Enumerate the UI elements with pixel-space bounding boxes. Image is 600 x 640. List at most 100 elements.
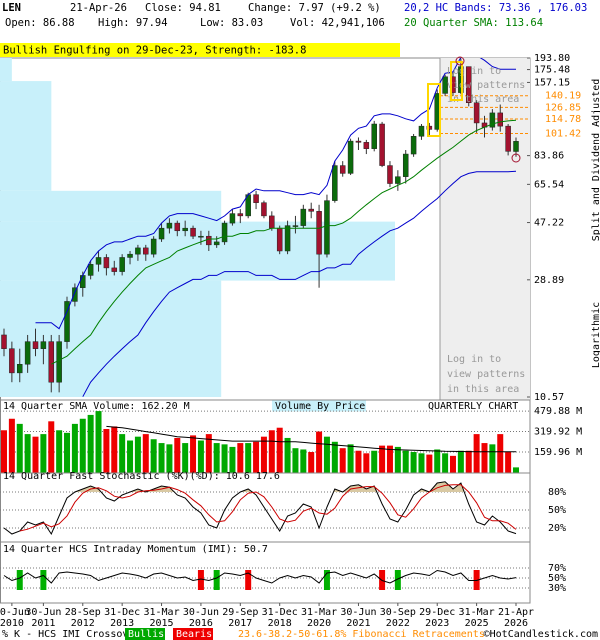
candle-body xyxy=(166,222,173,229)
candle-body xyxy=(182,227,188,232)
x-tick-year: 2012 xyxy=(71,618,95,629)
volume-bar xyxy=(205,434,212,473)
volume-bar xyxy=(174,437,181,473)
bands: 20,2 HC Bands: 73.36 , 176.03 xyxy=(404,2,587,14)
volume-bar xyxy=(221,444,228,473)
y-tick-label: 70% xyxy=(548,563,566,574)
volume-bar xyxy=(48,421,55,473)
volume-bar xyxy=(410,452,417,473)
volume-bar xyxy=(103,428,110,473)
volume-bar xyxy=(339,448,346,473)
y-tick-label: 83.86 xyxy=(534,151,564,162)
volume-bar xyxy=(355,450,362,473)
volume-bar xyxy=(245,443,252,473)
volume-by-price-bar xyxy=(0,280,222,397)
vbp-label-bg xyxy=(272,400,366,412)
pattern-area xyxy=(440,58,530,400)
candle-body xyxy=(355,140,362,143)
x-tick-label: 31-Dec xyxy=(104,607,140,618)
y-tick-label: 47.22 xyxy=(534,218,564,229)
x-tick-year: 2011 xyxy=(31,618,55,629)
candle-body xyxy=(213,241,220,246)
crossover-marker xyxy=(16,570,23,590)
pattern-marker xyxy=(511,153,521,163)
volume-bar xyxy=(197,440,204,473)
volume-bar xyxy=(442,453,449,473)
x-tick-label: 30-Jun xyxy=(0,607,30,618)
candle-body xyxy=(48,341,55,383)
x-tick-label: 31-Mar xyxy=(301,607,337,618)
candle-body xyxy=(1,334,7,349)
y-tick-label: 193.80 xyxy=(534,53,570,64)
y-tick-label: 65.54 xyxy=(534,179,564,190)
pattern-marker xyxy=(455,56,465,66)
volume-bar xyxy=(142,434,149,473)
y-tick-label: 30% xyxy=(548,583,566,594)
watermark: in this area xyxy=(447,94,519,105)
candle-body xyxy=(371,123,377,149)
bearish-label: Bearish xyxy=(176,629,218,640)
volume-bar xyxy=(16,423,23,473)
candle-body xyxy=(300,208,307,226)
volume-bar xyxy=(64,432,71,473)
pattern-box xyxy=(0,43,400,57)
volume-bar xyxy=(371,450,378,473)
x-tick-label: 29-Dec xyxy=(419,607,455,618)
candle-body xyxy=(332,165,338,201)
volume-bar xyxy=(127,440,134,473)
volume-bar xyxy=(213,443,220,473)
candle-body xyxy=(465,66,472,104)
volume-bar xyxy=(71,423,78,473)
volume-bar xyxy=(473,434,480,473)
y-tick-label: 479.88 M xyxy=(534,406,582,417)
volume-bar xyxy=(331,441,338,473)
crossover-marker xyxy=(197,570,204,590)
candle-body xyxy=(505,125,511,152)
crossover-marker xyxy=(245,570,252,590)
candle-body xyxy=(418,125,425,137)
bullish-label: Bullish xyxy=(128,629,170,640)
vbp-label: Volume By Price xyxy=(275,401,365,412)
copyright: ©HotCandlestick.com xyxy=(484,629,598,640)
candle-body xyxy=(174,222,181,232)
volume-bar xyxy=(449,455,456,473)
volume-bar xyxy=(418,453,425,473)
x-tick-year: 2020 xyxy=(307,618,331,629)
volume-bar xyxy=(87,414,94,473)
volume-bar xyxy=(190,435,197,473)
volume-bar xyxy=(79,418,86,473)
candle-body xyxy=(261,202,267,217)
date: 21-Apr-26 xyxy=(70,2,127,14)
x-tick-label: 30-Jun xyxy=(25,607,61,618)
volume-bar xyxy=(323,436,330,473)
bearish-swatch xyxy=(173,628,213,640)
volume-bar xyxy=(316,431,323,473)
candle-body xyxy=(339,165,346,174)
fib-label: 101.42 xyxy=(545,128,581,139)
volume-bar xyxy=(284,437,291,473)
volume-bar xyxy=(1,430,7,473)
candle-body xyxy=(80,275,86,288)
x-tick-label: 30-Jun xyxy=(340,607,376,618)
volume-bar xyxy=(260,436,267,473)
candle-body xyxy=(324,200,330,255)
volume-by-price-bar xyxy=(0,190,222,222)
volume-bar xyxy=(229,446,236,473)
volume-bar xyxy=(24,434,31,473)
candle-body xyxy=(95,257,102,265)
candle-body xyxy=(127,253,133,258)
crossover-marker xyxy=(213,570,220,590)
y-tick-label: 157.15 xyxy=(534,77,570,88)
candle-body xyxy=(489,112,496,128)
line xyxy=(3,569,517,584)
y-tick-label: 10.57 xyxy=(534,392,564,403)
candle-body xyxy=(40,341,47,349)
volume-by-price-bar xyxy=(0,221,395,281)
pattern: Bullish Engulfing on 29-Dec-23, Strength… xyxy=(3,45,306,57)
volume-bar xyxy=(276,427,283,473)
candle-body xyxy=(458,66,464,93)
candle-body xyxy=(119,257,125,272)
candle-body xyxy=(253,194,259,203)
volume-bar xyxy=(292,448,299,473)
